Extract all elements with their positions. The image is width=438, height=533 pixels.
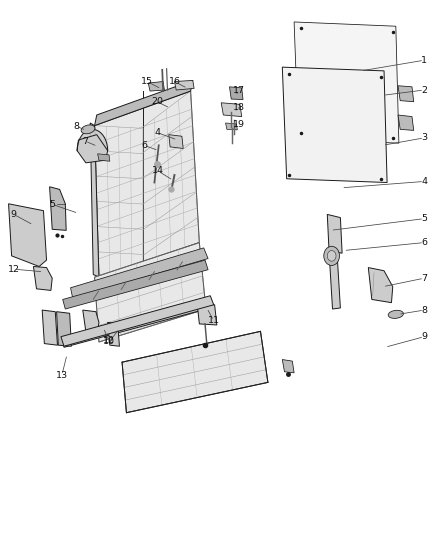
Polygon shape — [327, 214, 342, 253]
Polygon shape — [33, 266, 52, 290]
Polygon shape — [62, 298, 210, 348]
Polygon shape — [230, 87, 243, 100]
Polygon shape — [398, 86, 414, 102]
Text: 8: 8 — [421, 305, 427, 314]
Text: 8: 8 — [73, 122, 79, 131]
Text: 7: 7 — [82, 136, 88, 146]
Text: 4: 4 — [421, 177, 427, 186]
Text: 9: 9 — [421, 332, 427, 341]
Text: 17: 17 — [233, 85, 245, 94]
Text: 1: 1 — [421, 56, 427, 64]
Polygon shape — [283, 67, 387, 182]
Text: 6: 6 — [141, 141, 147, 150]
Text: 19: 19 — [233, 119, 245, 128]
Polygon shape — [174, 80, 194, 90]
Text: 9: 9 — [11, 210, 17, 219]
Polygon shape — [57, 312, 71, 346]
FancyBboxPatch shape — [306, 125, 354, 168]
Ellipse shape — [81, 125, 95, 134]
Polygon shape — [95, 243, 206, 342]
Text: 3: 3 — [421, 133, 427, 142]
Polygon shape — [226, 123, 237, 130]
Text: 15: 15 — [141, 77, 153, 86]
Polygon shape — [169, 135, 183, 149]
Text: 16: 16 — [169, 77, 180, 86]
Polygon shape — [148, 82, 164, 91]
Polygon shape — [398, 115, 414, 131]
Text: 12: 12 — [8, 265, 20, 273]
Text: 7: 7 — [421, 273, 427, 282]
Polygon shape — [83, 310, 99, 333]
Text: 5: 5 — [421, 214, 427, 223]
FancyBboxPatch shape — [318, 50, 377, 114]
Polygon shape — [100, 326, 108, 336]
Text: 14: 14 — [152, 166, 164, 175]
Polygon shape — [9, 204, 46, 266]
Polygon shape — [221, 103, 242, 117]
Text: 10: 10 — [103, 337, 115, 346]
Text: 18: 18 — [233, 102, 245, 111]
Polygon shape — [63, 260, 208, 309]
Polygon shape — [108, 322, 120, 346]
Polygon shape — [42, 310, 57, 345]
Text: 5: 5 — [49, 200, 55, 209]
Text: 12: 12 — [103, 336, 115, 345]
Polygon shape — [95, 80, 193, 126]
Text: 2: 2 — [421, 85, 427, 94]
Polygon shape — [98, 154, 110, 161]
Text: 4: 4 — [154, 128, 160, 137]
Text: 20: 20 — [151, 97, 163, 106]
Text: 13: 13 — [56, 371, 68, 380]
Polygon shape — [329, 251, 340, 309]
Polygon shape — [77, 135, 108, 163]
Text: 6: 6 — [421, 238, 427, 247]
Text: 11: 11 — [208, 316, 220, 325]
Polygon shape — [95, 91, 199, 277]
Polygon shape — [283, 360, 294, 373]
Polygon shape — [90, 123, 99, 277]
Circle shape — [327, 251, 336, 261]
Polygon shape — [49, 187, 66, 230]
Circle shape — [324, 246, 339, 265]
Polygon shape — [294, 22, 399, 143]
Ellipse shape — [388, 310, 403, 318]
Polygon shape — [368, 268, 393, 303]
Polygon shape — [197, 304, 217, 325]
FancyBboxPatch shape — [304, 80, 354, 118]
Polygon shape — [61, 296, 214, 346]
Polygon shape — [71, 248, 208, 298]
Polygon shape — [122, 332, 268, 413]
